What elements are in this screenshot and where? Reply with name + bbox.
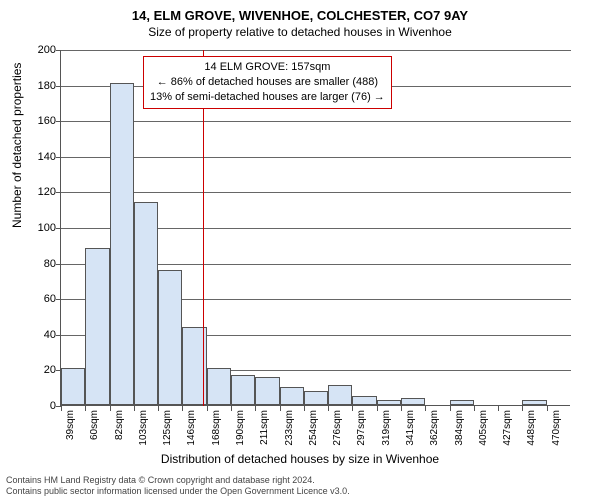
xtick-mark <box>85 406 86 411</box>
ytick-label: 0 <box>16 400 56 412</box>
annotation-line: 14 ELM GROVE: 157sqm <box>150 60 385 75</box>
page-subtitle: Size of property relative to detached ho… <box>0 23 600 43</box>
histogram-bar <box>207 368 231 405</box>
xtick-mark <box>498 406 499 411</box>
histogram-bar <box>450 400 474 405</box>
ytick-mark <box>56 335 61 336</box>
xtick-mark <box>158 406 159 411</box>
gridline <box>61 121 571 122</box>
xtick-mark <box>377 406 378 411</box>
xtick-label: 60sqm <box>89 410 100 440</box>
xtick-mark <box>450 406 451 411</box>
xtick-label: 362sqm <box>429 410 440 446</box>
annotation-line: 13% of semi-detached houses are larger (… <box>150 90 385 105</box>
xtick-mark <box>255 406 256 411</box>
histogram-bar <box>304 391 328 405</box>
histogram-bar <box>352 396 376 405</box>
ytick-label: 100 <box>16 222 56 234</box>
xtick-mark <box>352 406 353 411</box>
footer-attribution: Contains HM Land Registry data © Crown c… <box>6 475 350 497</box>
ytick-mark <box>56 50 61 51</box>
xtick-label: 297sqm <box>356 410 367 446</box>
xtick-mark <box>207 406 208 411</box>
ytick-label: 20 <box>16 364 56 376</box>
ytick-label: 160 <box>16 115 56 127</box>
xtick-label: 190sqm <box>235 410 246 446</box>
xtick-label: 341sqm <box>405 410 416 446</box>
gridline <box>61 157 571 158</box>
ytick-label: 80 <box>16 258 56 270</box>
xtick-label: 82sqm <box>114 410 125 440</box>
histogram-bar <box>280 387 304 405</box>
ytick-mark <box>56 192 61 193</box>
ytick-mark <box>56 86 61 87</box>
histogram-bar <box>158 270 182 405</box>
xtick-mark <box>425 406 426 411</box>
xtick-mark <box>280 406 281 411</box>
ytick-label: 140 <box>16 151 56 163</box>
xtick-mark <box>401 406 402 411</box>
ytick-mark <box>56 121 61 122</box>
xtick-label: 405sqm <box>478 410 489 446</box>
xtick-label: 125sqm <box>162 410 173 446</box>
ytick-label: 40 <box>16 329 56 341</box>
ytick-label: 120 <box>16 186 56 198</box>
xtick-label: 146sqm <box>186 410 197 446</box>
x-axis-label: Distribution of detached houses by size … <box>0 452 600 466</box>
xtick-label: 276sqm <box>332 410 343 446</box>
xtick-mark <box>522 406 523 411</box>
ytick-mark <box>56 264 61 265</box>
xtick-label: 39sqm <box>65 410 76 440</box>
xtick-label: 384sqm <box>454 410 465 446</box>
xtick-label: 211sqm <box>259 410 270 445</box>
histogram-bar <box>85 248 109 405</box>
xtick-mark <box>304 406 305 411</box>
ytick-mark <box>56 157 61 158</box>
xtick-mark <box>328 406 329 411</box>
ytick-label: 60 <box>16 293 56 305</box>
gridline <box>61 192 571 193</box>
xtick-mark <box>182 406 183 411</box>
plot-area: 02040608010012014016018020039sqm60sqm82s… <box>60 50 570 406</box>
xtick-label: 233sqm <box>284 410 295 446</box>
xtick-label: 254sqm <box>308 410 319 446</box>
histogram-bar <box>255 377 279 405</box>
xtick-mark <box>134 406 135 411</box>
xtick-label: 470sqm <box>551 410 562 446</box>
annotation-line: ← 86% of detached houses are smaller (48… <box>150 75 385 90</box>
xtick-mark <box>231 406 232 411</box>
xtick-label: 103sqm <box>138 410 149 446</box>
histogram-bar <box>134 202 158 405</box>
page-title: 14, ELM GROVE, WIVENHOE, COLCHESTER, CO7… <box>0 0 600 23</box>
ytick-mark <box>56 299 61 300</box>
annotation-box: 14 ELM GROVE: 157sqm← 86% of detached ho… <box>143 56 392 109</box>
xtick-label: 168sqm <box>211 410 222 446</box>
histogram-chart: 02040608010012014016018020039sqm60sqm82s… <box>60 50 570 406</box>
footer-line-2: Contains public sector information licen… <box>6 486 350 497</box>
histogram-bar <box>377 400 401 405</box>
footer-line-1: Contains HM Land Registry data © Crown c… <box>6 475 350 486</box>
xtick-label: 448sqm <box>526 410 537 446</box>
xtick-mark <box>547 406 548 411</box>
xtick-mark <box>61 406 62 411</box>
xtick-label: 319sqm <box>381 410 392 446</box>
ytick-label: 180 <box>16 80 56 92</box>
ytick-label: 200 <box>16 44 56 56</box>
xtick-mark <box>110 406 111 411</box>
histogram-bar <box>110 83 134 405</box>
xtick-label: 427sqm <box>502 410 513 446</box>
gridline <box>61 50 571 51</box>
histogram-bar <box>328 385 352 405</box>
histogram-bar <box>522 400 546 405</box>
xtick-mark <box>474 406 475 411</box>
histogram-bar <box>401 398 425 405</box>
histogram-bar <box>231 375 255 405</box>
histogram-bar <box>61 368 85 405</box>
ytick-mark <box>56 228 61 229</box>
